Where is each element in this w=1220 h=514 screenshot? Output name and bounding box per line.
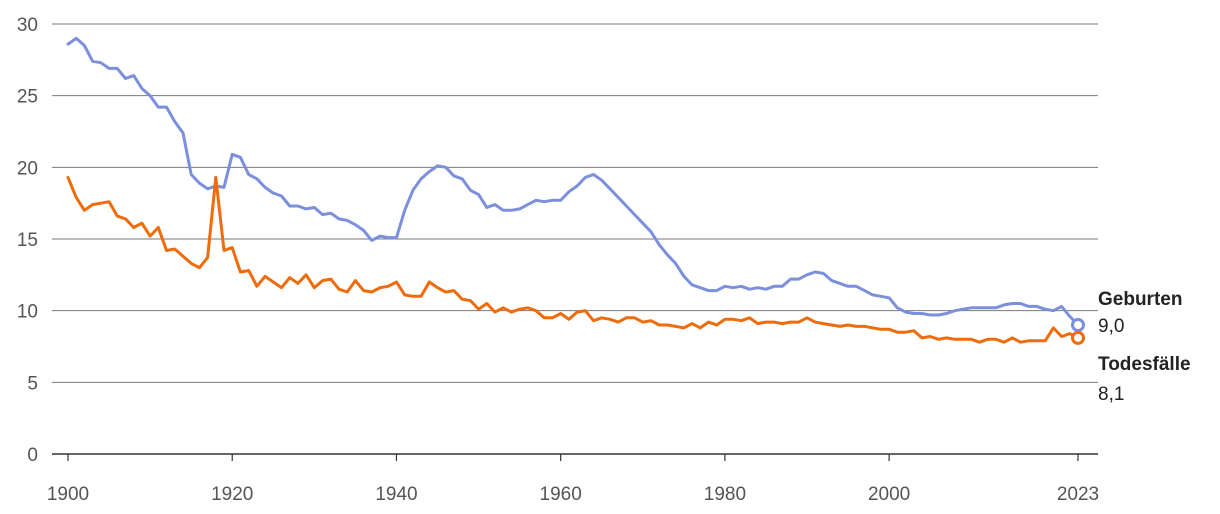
y-tick-label: 30 [17,15,38,36]
series-line-geburten [66,36,1080,327]
series-value-geburten: 9,0 [1098,316,1124,337]
y-tick-label: 5 [27,373,38,394]
y-tick-label: 20 [17,158,38,179]
series-value-todesfaelle: 8,1 [1098,384,1124,405]
x-tick-label: 2023 [1057,484,1099,505]
x-tick-label: 2000 [868,484,910,505]
y-tick-label: 15 [17,230,38,251]
end-label-todesfaelle: Todesfälle 8,1 [1098,354,1191,405]
gridlines [52,23,1098,455]
series-line-todesfaelle [66,175,1080,344]
x-tick-label: 1900 [47,484,89,505]
y-axis-tick-labels: 0 5 10 15 20 25 30 [17,15,38,466]
end-markers [1071,318,1085,345]
y-tick-label: 10 [17,302,38,323]
x-tick-label: 1980 [704,484,746,505]
series-lines [66,36,1080,344]
x-tick-label: 1940 [375,484,417,505]
x-tick-label: 1920 [211,484,253,505]
y-tick-label: 0 [27,445,38,466]
series-name-todesfaelle: Todesfälle [1098,354,1191,375]
end-marker-geburten [1071,318,1085,332]
y-tick-label: 25 [17,87,38,108]
end-marker-todesfaelle [1071,330,1085,345]
series-name-geburten: Geburten [1098,289,1182,310]
x-axis-tick-labels: 1900 1920 1940 1960 1980 2000 2023 [47,454,1099,505]
end-label-geburten: Geburten 9,0 [1098,289,1182,337]
x-tick-label: 1960 [540,484,582,505]
